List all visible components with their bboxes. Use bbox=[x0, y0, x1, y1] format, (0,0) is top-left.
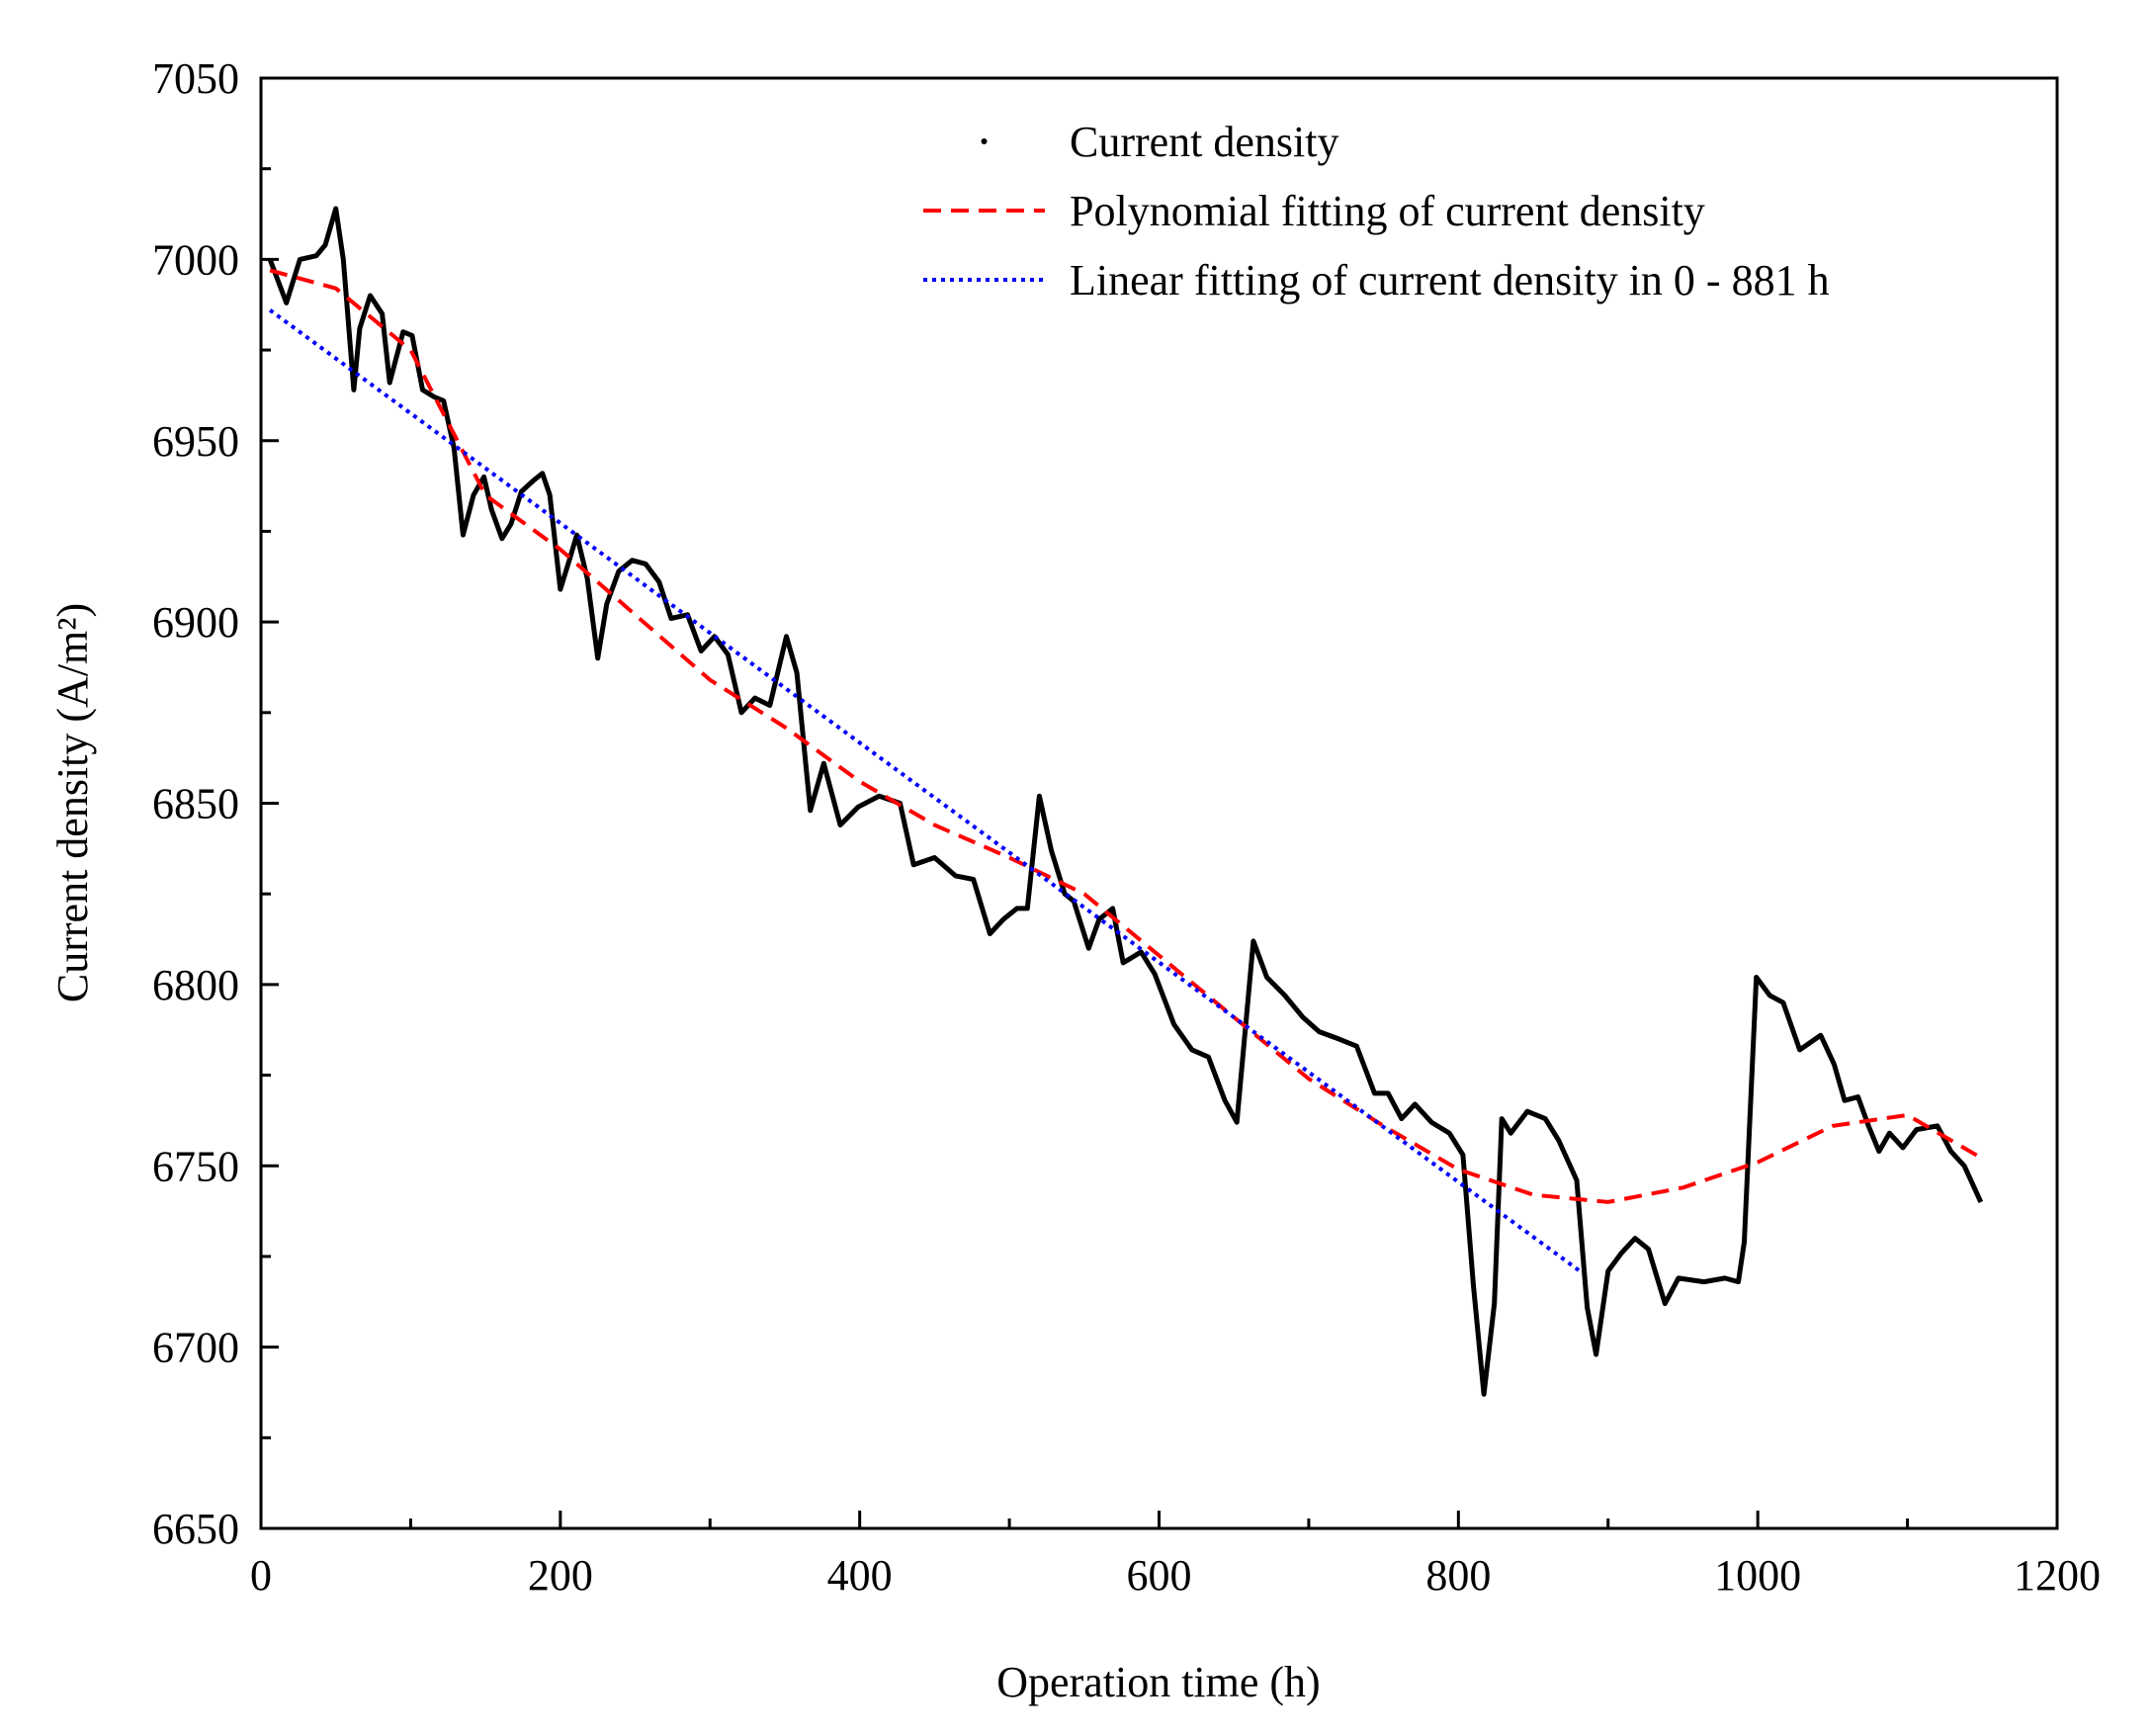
plot-frame bbox=[259, 76, 2059, 1530]
y-tick-label: 6900 bbox=[152, 598, 239, 647]
y-tick-label: 6800 bbox=[152, 961, 239, 1009]
x-tick-label: 400 bbox=[827, 1551, 893, 1600]
x-tick-label: 800 bbox=[1425, 1551, 1491, 1600]
y-axis-label: Current density (A/m²) bbox=[48, 603, 97, 1002]
x-axis-label: Operation time (h) bbox=[996, 1658, 1320, 1706]
y-tick-label: 7050 bbox=[152, 54, 239, 103]
y-tick-label: 6700 bbox=[152, 1324, 239, 1372]
y-tick-label: 6650 bbox=[152, 1505, 239, 1553]
series-line bbox=[267, 206, 1984, 1397]
x-tick-label: 0 bbox=[250, 1551, 272, 1600]
y-tick-label: 7000 bbox=[152, 235, 239, 284]
series-line bbox=[269, 268, 1984, 1204]
x-tick-label: 1200 bbox=[2014, 1551, 2101, 1600]
series-line bbox=[268, 308, 1582, 1273]
x-tick-label: 1000 bbox=[1714, 1551, 1801, 1600]
legend-label: Linear fitting of current density in 0 -… bbox=[1070, 256, 1830, 304]
legend-label: Polynomial fitting of current density bbox=[1070, 187, 1705, 235]
legend-label: Current density bbox=[1070, 118, 1339, 166]
y-tick-label: 6950 bbox=[152, 417, 239, 466]
y-tick-label: 6750 bbox=[152, 1142, 239, 1190]
legend-marker bbox=[981, 138, 988, 144]
x-tick-label: 600 bbox=[1127, 1551, 1192, 1600]
x-tick-label: 200 bbox=[528, 1551, 593, 1600]
y-tick-label: 6850 bbox=[152, 780, 239, 828]
